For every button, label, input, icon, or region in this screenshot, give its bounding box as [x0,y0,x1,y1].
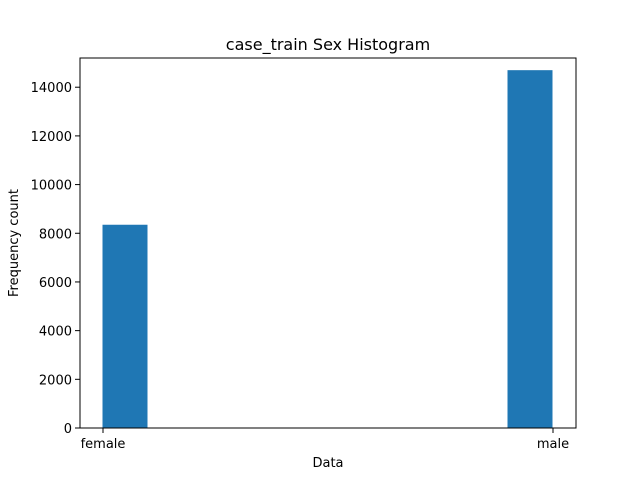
y-tick-label: 10000 [31,179,72,194]
bars-group [102,70,553,428]
y-tick-label: 12000 [31,130,72,145]
y-tick-label: 6000 [39,276,72,291]
x-tick-label: female [81,437,126,452]
y-tick-label: 8000 [39,227,72,242]
bar-female [102,224,148,428]
y-tick-label: 2000 [39,373,72,388]
y-axis-label: Frequency count [7,189,22,297]
bar-male [507,70,553,428]
y-axis: 0 2000 4000 6000 8000 10000 12000 14000 [31,81,80,437]
chart-title: case_train Sex Histogram [226,35,430,55]
x-tick-label: male [537,437,569,452]
x-axis: female male [81,428,569,452]
y-tick-label: 4000 [39,325,72,340]
plot-frame [79,57,577,429]
y-tick-label: 0 [64,422,72,437]
x-axis-label: Data [312,456,343,471]
y-tick-label: 14000 [31,81,72,96]
